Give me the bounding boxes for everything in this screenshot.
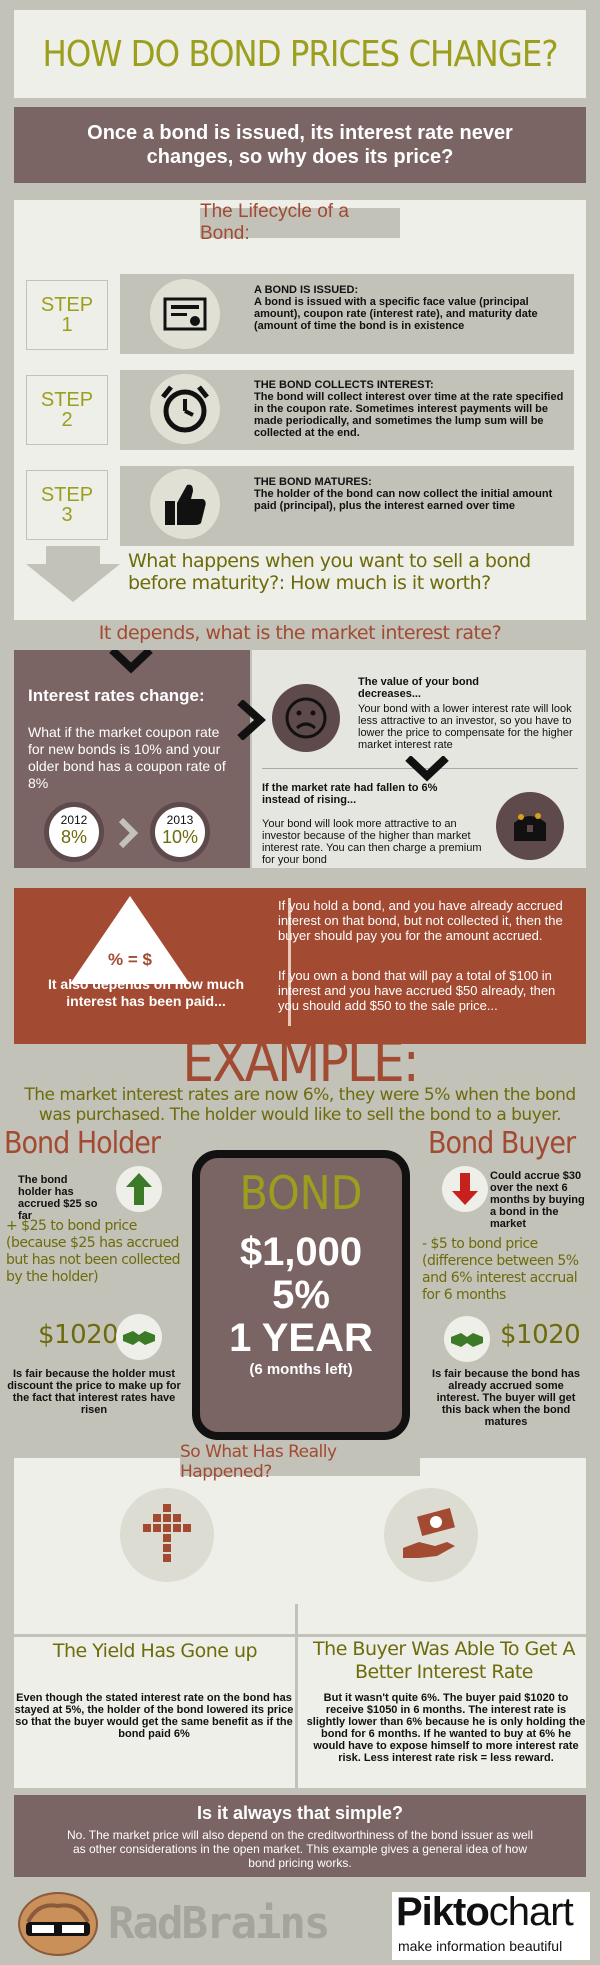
example-intro: The market interest rates are now 6%, th… (24, 1085, 576, 1125)
down-arrow-icon (26, 546, 120, 602)
better-rate-text: But it wasn't quite 6%. The buyer paid $… (306, 1692, 586, 1764)
bond-label: BOND (239, 1166, 363, 1220)
piktochart-logo: Piktochart make information beautiful (392, 1890, 590, 1960)
yield-text: Even though the stated interest rate on … (14, 1692, 294, 1740)
divider (14, 1634, 586, 1637)
step-1-text: A BOND IS ISSUED: A bond is issued with a… (254, 284, 538, 332)
rates-text: What if the market coupon rate for new b… (28, 724, 226, 791)
depends-heading: It depends, what is the market interest … (98, 622, 502, 644)
year-2012-badge: 2012 8% (44, 802, 104, 862)
bond-card: BOND $1,000 5% 1 YEAR (6 months left) (192, 1150, 410, 1440)
radbrains-logo: RadBrains (108, 1898, 330, 1949)
formula-text: % = $ (108, 950, 152, 969)
bond-rate: 5% (272, 1273, 330, 1317)
fallen-text: Your bond will look more attractive to a… (262, 818, 482, 866)
buyer-adjust-text: - $5 to bond price (difference between 5… (422, 1236, 579, 1303)
simple-heading: Is it always that simple? (196, 1803, 404, 1823)
bond-months-left: (6 months left) (249, 1361, 353, 1378)
sad-face-icon (272, 684, 340, 752)
simple-text: No. The market price will also depend on… (66, 1828, 534, 1870)
holder-note: Is fair because the holder must discount… (7, 1368, 181, 1416)
handshake-icon (444, 1316, 490, 1362)
bond-amount: $1,000 (239, 1230, 363, 1274)
percent-equals-dollar-triangle (70, 896, 190, 984)
step-3-label: STEP 3 (26, 470, 108, 540)
money-hand-icon (384, 1488, 478, 1582)
treasure-chest-icon (496, 792, 564, 860)
step-2-label: STEP 2 (26, 375, 108, 445)
step-2-text: THE BOND COLLECTS INTEREST: The bond will… (254, 379, 564, 439)
accrued-text-2: If you own a bond that will pay a total … (278, 968, 556, 1013)
arrow-up-icon (116, 1166, 162, 1212)
yield-heading: The Yield Has Gone up (52, 1640, 258, 1662)
alarm-clock-icon (150, 374, 220, 444)
decrease-heading: The value of your bond decreases... (358, 676, 480, 700)
buyer-price: $1020 (500, 1320, 581, 1350)
growth-cross-icon (120, 1488, 214, 1582)
thumbs-up-icon (150, 469, 220, 539)
divider (288, 898, 291, 1026)
happened-panel (14, 1458, 586, 1788)
chevron-right-icon (118, 818, 138, 848)
sell-question: What happens when you want to sell a bon… (128, 550, 531, 594)
accrued-text-1: If you hold a bond, and you have already… (278, 898, 563, 943)
step-3-text: THE BOND MATURES: The holder of the bond … (254, 476, 553, 512)
better-rate-heading: The Buyer Was Able To Get A Better Inter… (313, 1638, 575, 1683)
certificate-icon (150, 279, 220, 349)
buyer-accrue-text: Could accrue $30 over the next 6 months … (490, 1170, 585, 1230)
step-1-label: STEP 1 (26, 280, 108, 350)
simple-panel: Is it always that simple? No. The market… (14, 1795, 586, 1877)
chevron-down-icon (109, 650, 153, 674)
holder-accrued-text: The bond holder has accrued $25 so far (18, 1174, 98, 1222)
radbrains-logo-icon (18, 1892, 98, 1956)
accrued-heading: It also depends on how much interest has… (47, 976, 244, 1009)
bond-buyer-title: Bond Buyer (428, 1126, 576, 1161)
page-title: HOW DO BOND PRICES CHANGE? (14, 10, 586, 98)
arrow-down-icon (442, 1166, 488, 1212)
buyer-note: Is fair because the bond has already acc… (432, 1368, 580, 1428)
decrease-text: Your bond with a lower interest rate wil… (358, 703, 573, 751)
fallen-heading: If the market rate had fallen to 6% inst… (262, 782, 438, 806)
holder-adjust-text: + $25 to bond price (because $25 has acc… (6, 1218, 181, 1285)
chevron-right-icon (237, 700, 266, 740)
year-2013-badge: 2013 10% (150, 802, 210, 862)
bond-term: 1 YEAR (229, 1316, 373, 1360)
lifecycle-title: The Lifecycle of a Bond: (200, 201, 400, 244)
subtitle-banner: Once a bond is issued, its interest rate… (14, 107, 586, 183)
bond-holder-title: Bond Holder (4, 1126, 161, 1161)
rates-heading: Interest rates change: (28, 686, 205, 705)
divider (295, 1604, 298, 1788)
happened-title: So What Has Really Happened? (180, 1442, 420, 1482)
holder-price: $1020 (38, 1320, 119, 1350)
chevron-down-icon (405, 756, 449, 782)
example-title: EXAMPLE: (182, 1030, 420, 1095)
handshake-icon (116, 1314, 162, 1360)
